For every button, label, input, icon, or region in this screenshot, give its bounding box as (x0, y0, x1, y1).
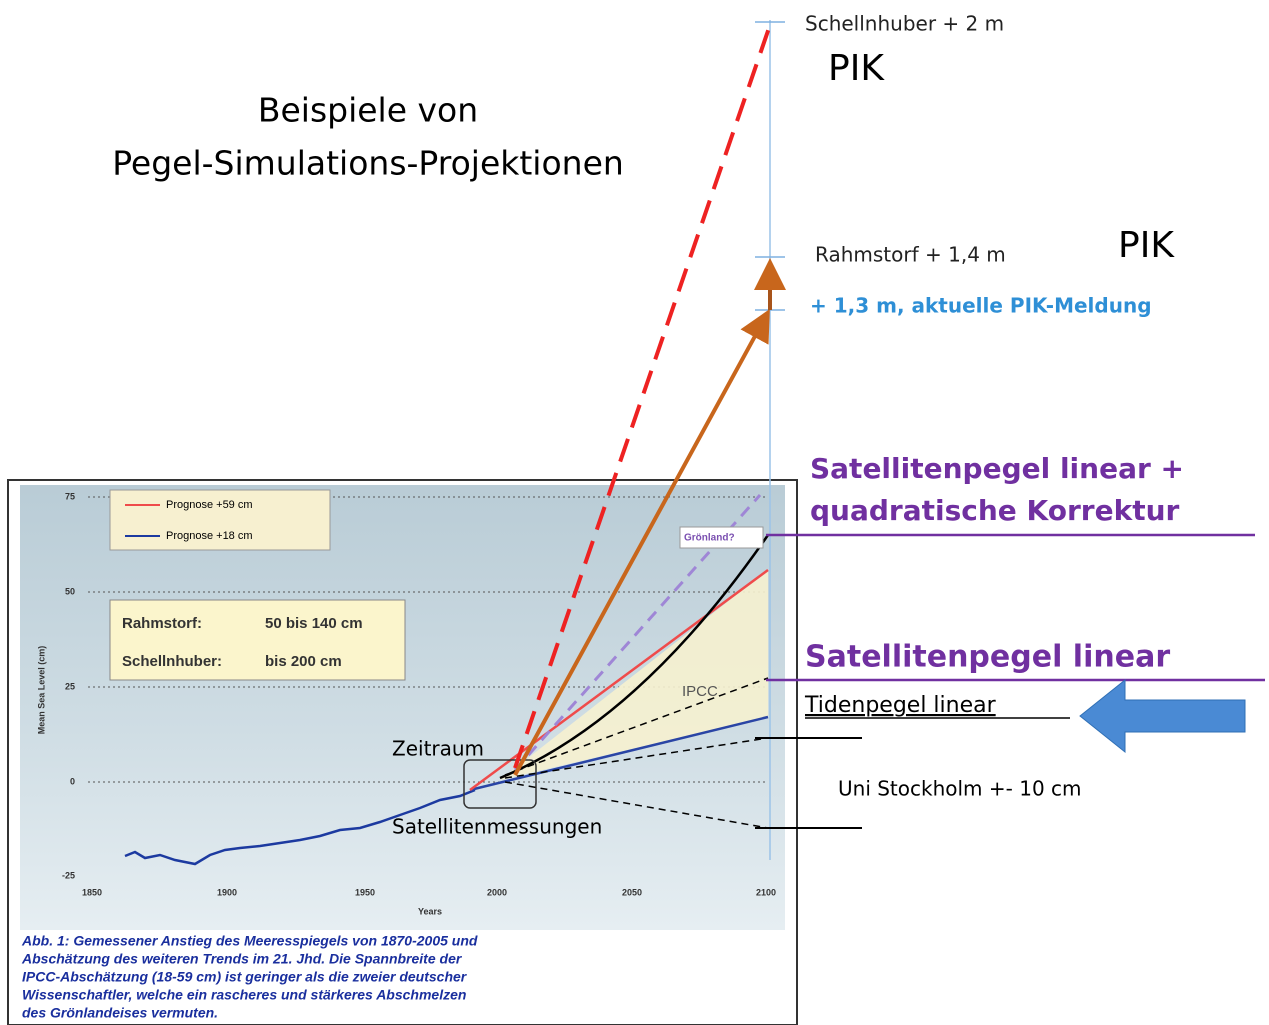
y-tick-label: 25 (65, 681, 75, 691)
info-text: bis 200 cm (265, 653, 342, 670)
annotation: Satellitenmessungen (392, 815, 602, 839)
pointer-arrow (1080, 680, 1245, 752)
annotation: + 1,3 m, aktuelle PIK-Meldung (810, 294, 1152, 318)
annotation: Schellnhuber + 2 m (805, 12, 1004, 36)
annotation: PIK (1118, 225, 1175, 266)
legend-entry: Prognose +18 cm (166, 530, 253, 542)
x-tick-label: 1900 (217, 887, 237, 897)
annotation: Zeitraum (392, 737, 484, 761)
y-tick-label: 75 (65, 491, 75, 501)
title: Beispiele von (258, 91, 478, 130)
annotation: Rahmstorf + 1,4 m (815, 243, 1006, 267)
legend-entry: Prognose +59 cm (166, 499, 253, 511)
y-tick-label: 0 (70, 776, 75, 786)
groenland-label: Grönland? (684, 533, 735, 544)
info-text: Schellnhuber: (122, 653, 222, 670)
x-tick-label: 1950 (355, 887, 375, 897)
x-axis-label: Years (418, 906, 442, 916)
annotation: Uni Stockholm +- 10 cm (838, 777, 1082, 801)
info-text: Rahmstorf: (122, 615, 202, 632)
caption: Wissenschaftler, welche ein rascheres un… (22, 987, 466, 1003)
annotation: Tidenpegel linear (804, 693, 997, 718)
y-tick-label: -25 (62, 870, 75, 880)
x-tick-label: 2050 (622, 887, 642, 897)
annotation: PIK (828, 48, 885, 89)
caption: IPCC-Abschätzung (18-59 cm) ist geringer… (22, 969, 468, 985)
caption: des Grönlandeises vermuten. (22, 1005, 218, 1021)
y-tick-label: 50 (65, 586, 75, 596)
annotation: Satellitenpegel linear (805, 640, 1170, 675)
ipcc-label: IPCC (682, 683, 718, 700)
caption: Abb. 1: Gemessener Anstieg des Meeresspi… (21, 933, 478, 949)
x-tick-label: 1850 (82, 887, 102, 897)
title: Pegel-Simulations-Projektionen (112, 144, 624, 183)
caption: Abschätzung des weiteren Trends im 21. J… (21, 951, 463, 967)
page: Prognose +59 cm Prognose +18 cm Rahmstor… (0, 0, 1269, 1025)
annotation: Satellitenpegel linear + (810, 452, 1184, 485)
annotation: quadratische Korrektur (810, 494, 1180, 527)
x-tick-label: 2000 (487, 887, 507, 897)
info-text: 50 bis 140 cm (265, 615, 363, 632)
y-axis-label: Mean Sea Level (cm) (36, 646, 46, 735)
x-tick-label: 2100 (756, 887, 776, 897)
